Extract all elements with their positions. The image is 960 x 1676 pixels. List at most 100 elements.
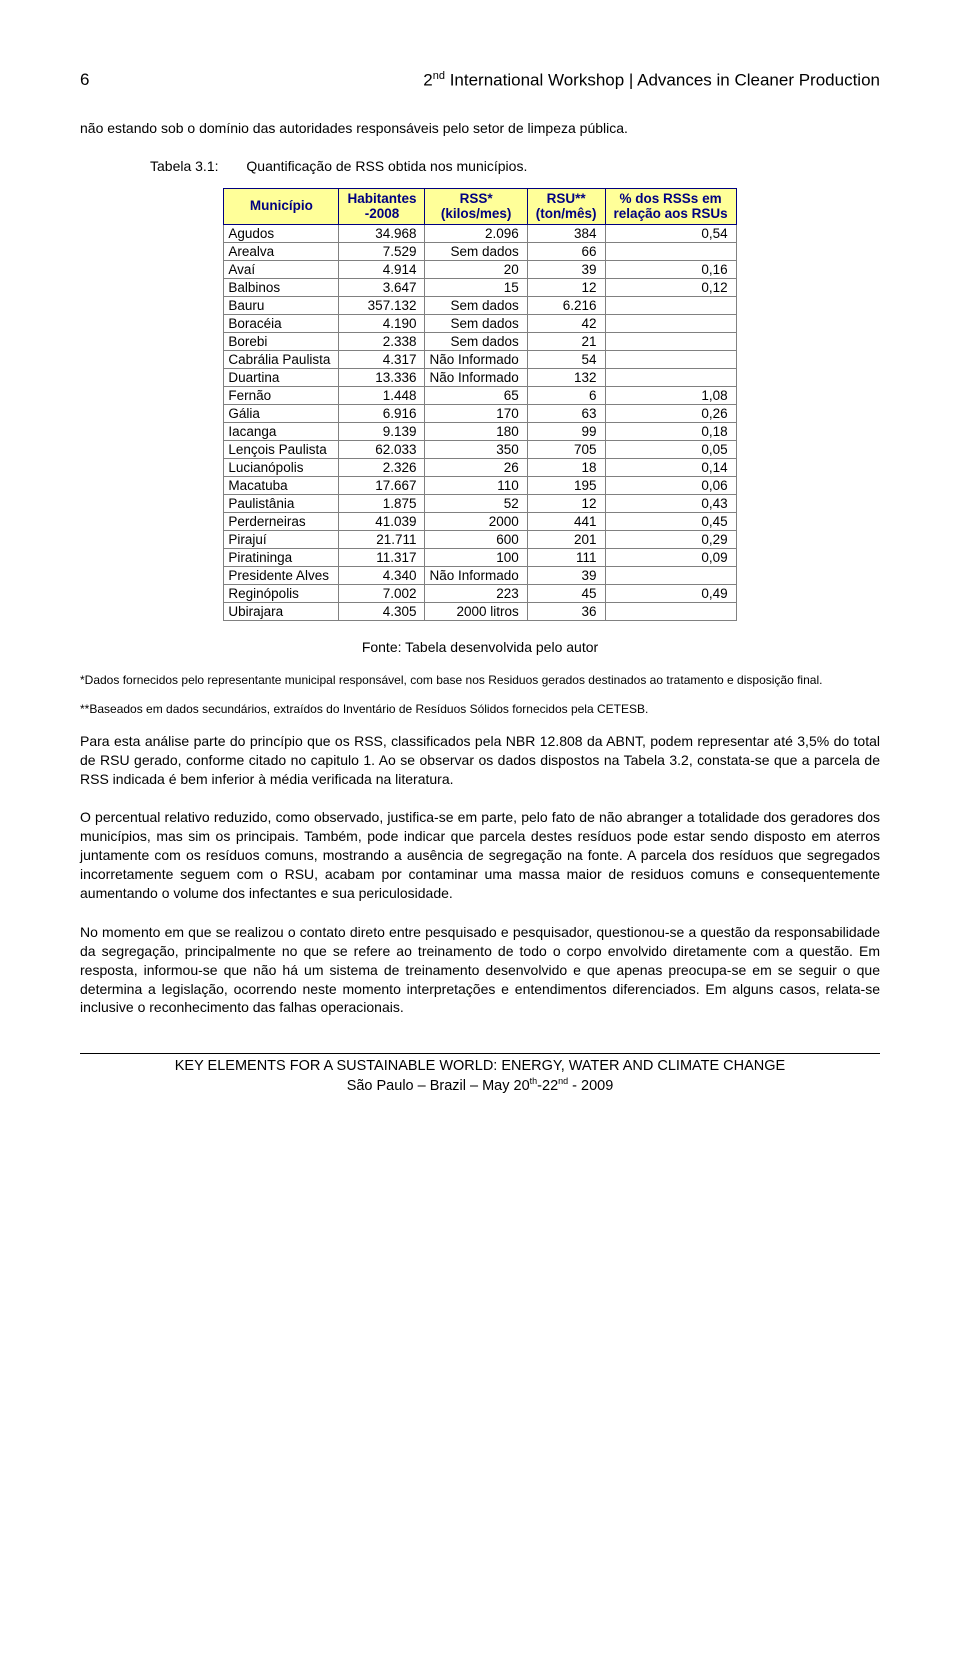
table-cell: 0,29 (605, 530, 736, 548)
table-caption: Tabela 3.1: Quantificação de RSS obtida … (80, 158, 880, 174)
table-row: Balbinos3.64715120,12 (224, 278, 736, 296)
table-cell: Iacanga (224, 422, 339, 440)
table-cell: 6.216 (527, 296, 605, 314)
table-cell: 39 (527, 566, 605, 584)
table-cell: 36 (527, 602, 605, 620)
table-cell: 0,45 (605, 512, 736, 530)
table-cell: Fernão (224, 386, 339, 404)
table-cell: 42 (527, 314, 605, 332)
table-cell: 0,05 (605, 440, 736, 458)
page-number: 6 (80, 70, 89, 91)
table-row: Duartina13.336Não Informado132 (224, 368, 736, 386)
table-cell: 52 (425, 494, 527, 512)
table-cell: Pirajuí (224, 530, 339, 548)
table-cell: Gália (224, 404, 339, 422)
table-cell: 111 (527, 548, 605, 566)
table-source: Fonte: Tabela desenvolvida pelo autor (80, 639, 880, 655)
table-cell: 6.916 (339, 404, 425, 422)
footnote-1: *Dados fornecidos pelo representante mun… (80, 673, 880, 689)
table-cell: Não Informado (425, 566, 527, 584)
workshop-title: 2nd International Workshop | Advances in… (423, 70, 880, 91)
table-cell: 100 (425, 548, 527, 566)
table-cell: 7.529 (339, 242, 425, 260)
table-cell (605, 332, 736, 350)
table-cell: Macatuba (224, 476, 339, 494)
table-cell (605, 296, 736, 314)
table-cell: 15 (425, 278, 527, 296)
table-cell: 17.667 (339, 476, 425, 494)
table-cell: Bauru (224, 296, 339, 314)
table-row: Perderneiras41.03920004410,45 (224, 512, 736, 530)
table-row: Avaí4.91420390,16 (224, 260, 736, 278)
table-row: Gália6.916170630,26 (224, 404, 736, 422)
table-cell: 132 (527, 368, 605, 386)
table-row: Arealva7.529Sem dados66 (224, 242, 736, 260)
table-cell: 223 (425, 584, 527, 602)
table-row: Lençois Paulista62.0333507050,05 (224, 440, 736, 458)
table-cell (605, 566, 736, 584)
table-cell: Presidente Alves (224, 566, 339, 584)
table-cell: 54 (527, 350, 605, 368)
paragraph-intro: não estando sob o domínio das autoridade… (80, 119, 880, 138)
table-cell: 0,49 (605, 584, 736, 602)
table-cell: 65 (425, 386, 527, 404)
table-cell: 0,54 (605, 224, 736, 242)
table-cell: 350 (425, 440, 527, 458)
table-cell: Balbinos (224, 278, 339, 296)
table-cell: 26 (425, 458, 527, 476)
table-cell: 99 (527, 422, 605, 440)
table-cell: Piratininga (224, 548, 339, 566)
table-cell: 4.305 (339, 602, 425, 620)
table-cell: 34.968 (339, 224, 425, 242)
caption-text: Quantificação de RSS obtida nos municípi… (246, 158, 527, 174)
table-cell: 12 (527, 494, 605, 512)
table-header-cell: RSS*(kilos/mes) (425, 188, 527, 224)
table-cell (605, 314, 736, 332)
table-cell: 441 (527, 512, 605, 530)
table-row: Pirajuí21.7116002010,29 (224, 530, 736, 548)
table-cell: Sem dados (425, 314, 527, 332)
table-cell: 41.039 (339, 512, 425, 530)
table-cell: 12 (527, 278, 605, 296)
table-cell: 45 (527, 584, 605, 602)
table-cell: 384 (527, 224, 605, 242)
table-cell: 21 (527, 332, 605, 350)
table-row: Ubirajara4.3052000 litros36 (224, 602, 736, 620)
table-row: Cabrália Paulista4.317Não Informado54 (224, 350, 736, 368)
table-cell (605, 350, 736, 368)
table-cell: 62.033 (339, 440, 425, 458)
table-cell: Sem dados (425, 332, 527, 350)
paragraph-3: O percentual relativo reduzido, como obs… (80, 808, 880, 902)
table-cell: 4.914 (339, 260, 425, 278)
table-cell: 63 (527, 404, 605, 422)
table-row: Fernão1.4486561,08 (224, 386, 736, 404)
caption-label: Tabela 3.1: (150, 158, 219, 174)
table-cell: Sem dados (425, 296, 527, 314)
table-row: Lucianópolis2.32626180,14 (224, 458, 736, 476)
table-cell: 13.336 (339, 368, 425, 386)
table-cell: 357.132 (339, 296, 425, 314)
table-cell: 0,12 (605, 278, 736, 296)
table-cell: 3.647 (339, 278, 425, 296)
table-cell (605, 368, 736, 386)
table-cell: Sem dados (425, 242, 527, 260)
table-cell: 201 (527, 530, 605, 548)
table-cell: 2000 (425, 512, 527, 530)
table-cell: 1,08 (605, 386, 736, 404)
table-cell: 39 (527, 260, 605, 278)
table-cell: Agudos (224, 224, 339, 242)
table-cell: Lucianópolis (224, 458, 339, 476)
table-cell: 11.317 (339, 548, 425, 566)
table-cell: 2.338 (339, 332, 425, 350)
table-header-cell: % dos RSSs emrelação aos RSUs (605, 188, 736, 224)
table-cell: 0,18 (605, 422, 736, 440)
table-cell: 2000 litros (425, 602, 527, 620)
table-row: Presidente Alves4.340Não Informado39 (224, 566, 736, 584)
page-header: 6 2nd International Workshop | Advances … (80, 70, 880, 91)
table-cell: Paulistânia (224, 494, 339, 512)
table-cell (605, 602, 736, 620)
table-header-cell: Habitantes-2008 (339, 188, 425, 224)
table-cell: 705 (527, 440, 605, 458)
paragraph-4: No momento em que se realizou o contato … (80, 923, 880, 1017)
table-cell: Borebi (224, 332, 339, 350)
